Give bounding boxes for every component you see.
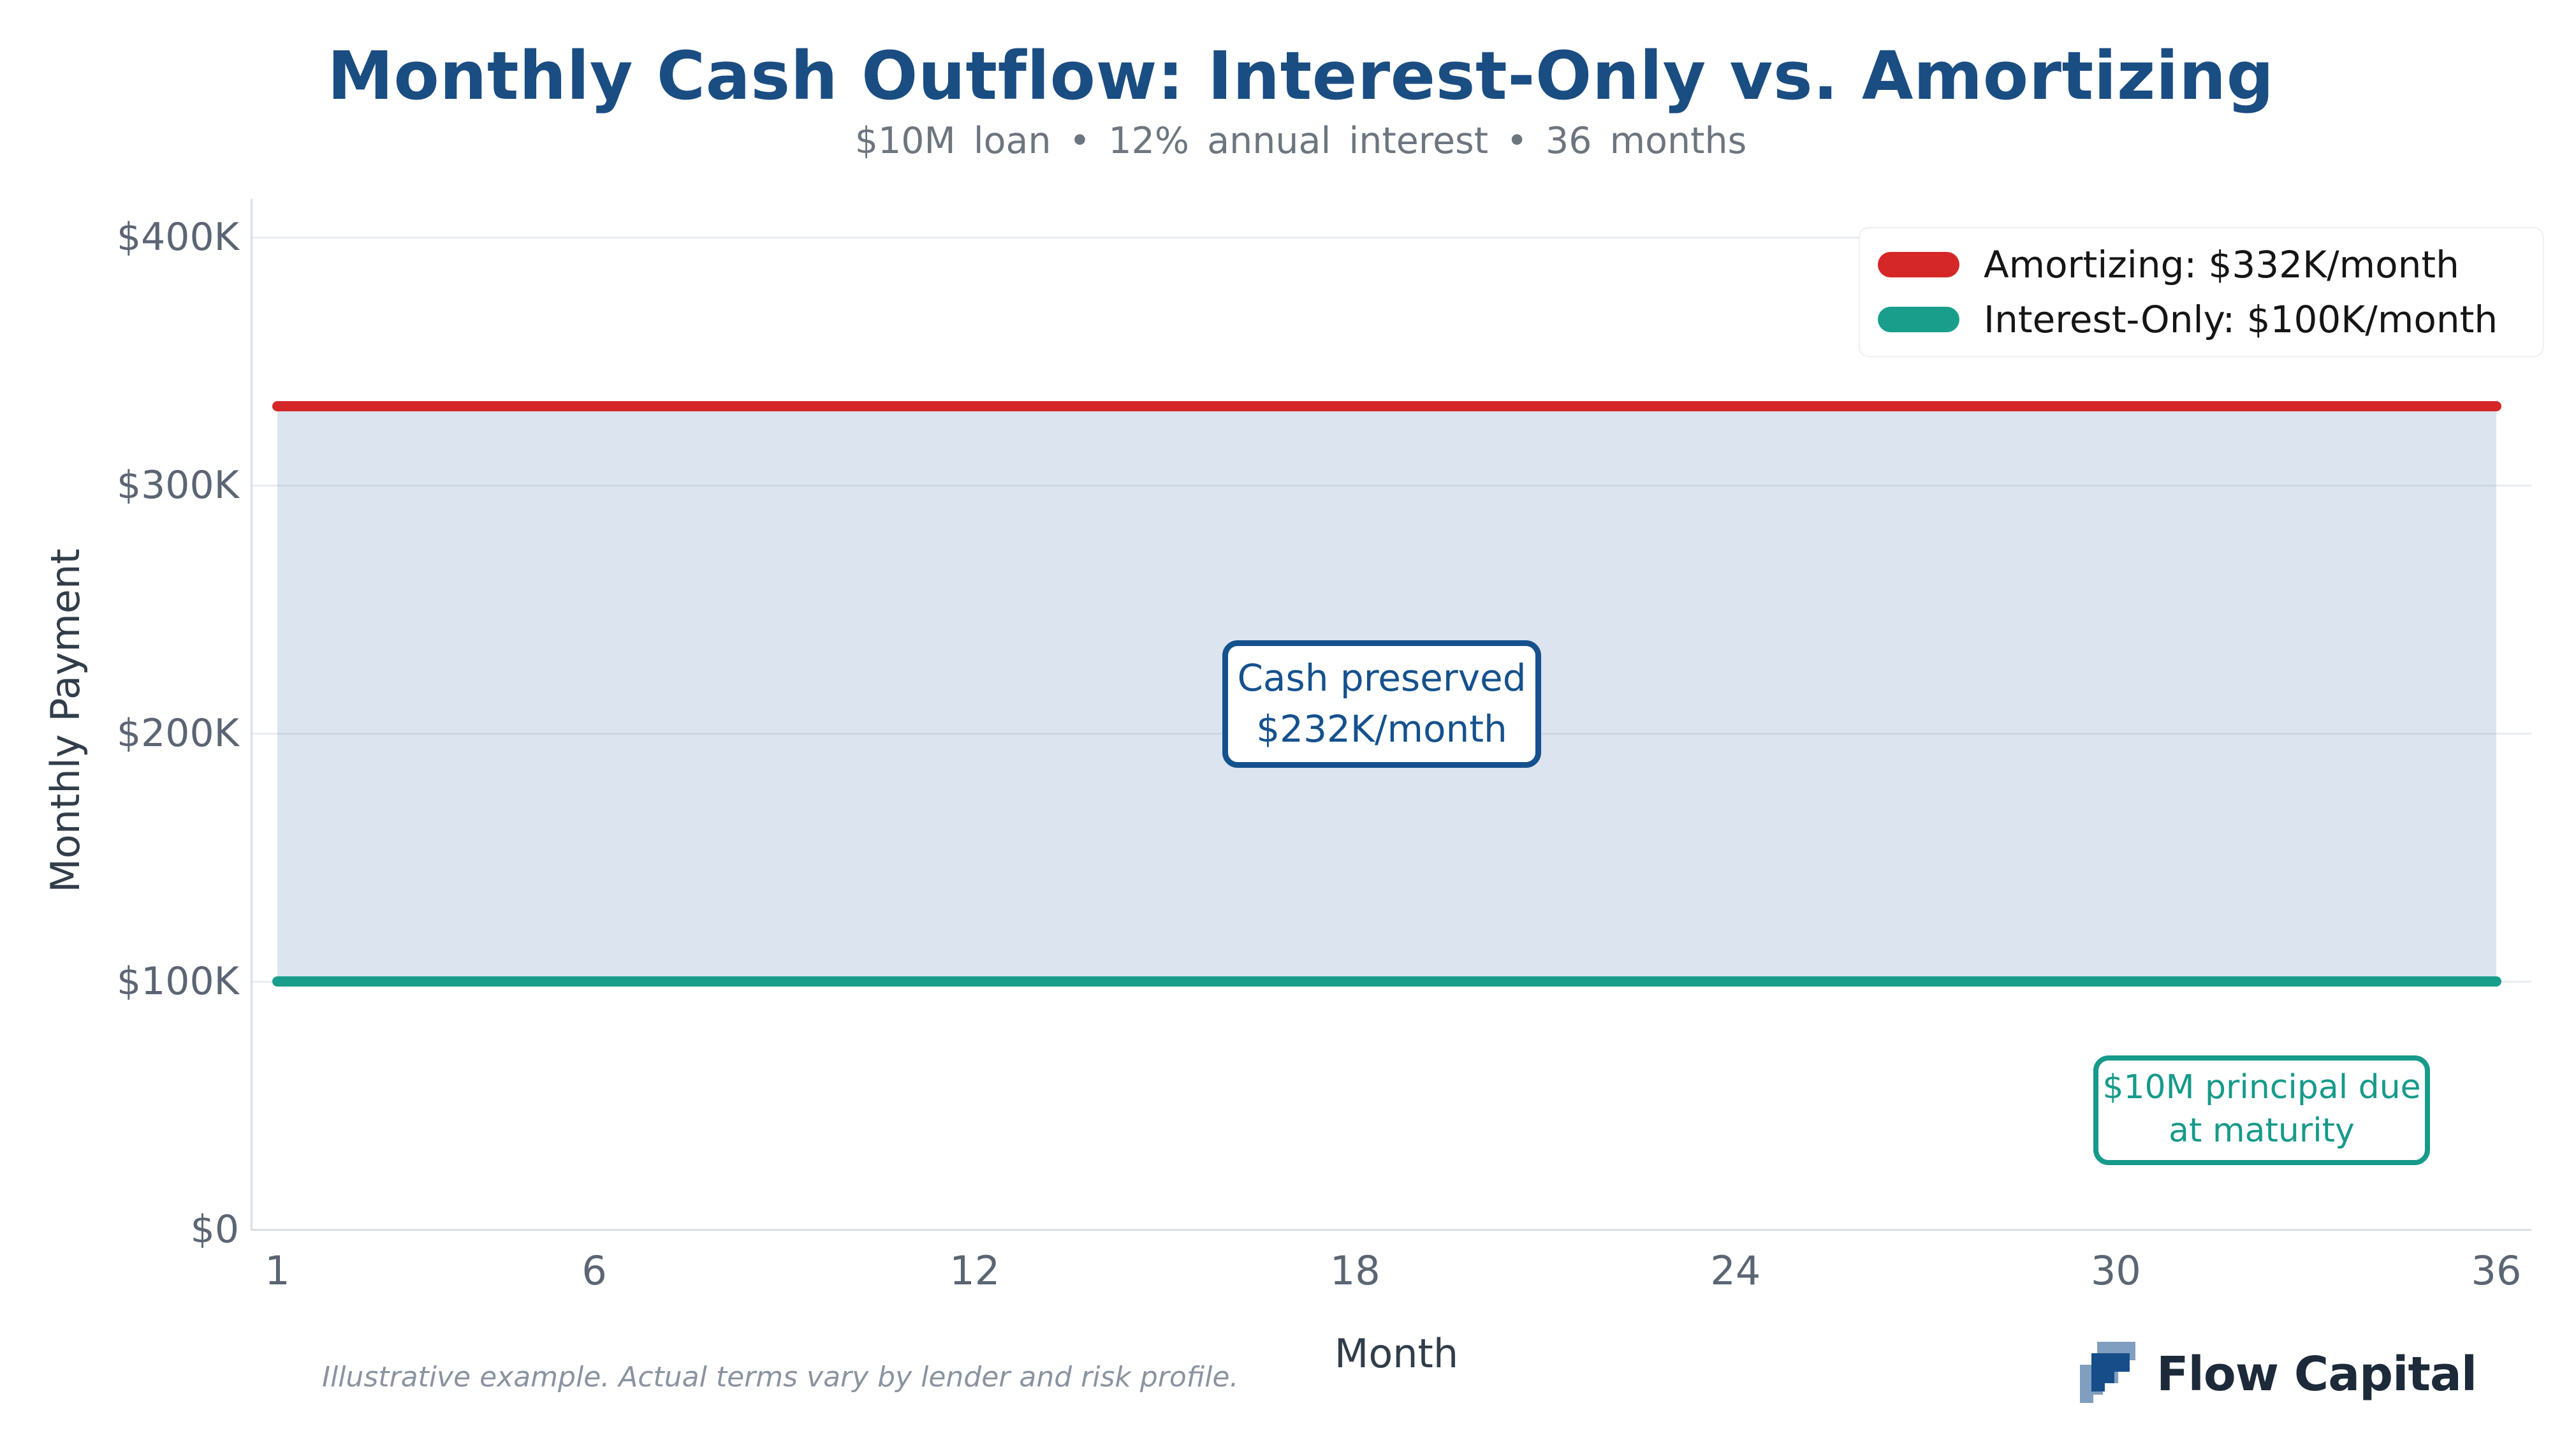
x-tick-label: 12 [949,1247,1000,1294]
cash-preserved-annotation: Cash preserved $232K/month [1222,640,1541,768]
legend: Amortizing: $332K/month Interest-Only: $1… [1859,227,2544,357]
brand-logo: Flow Capital [2077,1339,2536,1409]
x-tick-label: 30 [2090,1247,2141,1294]
y-tick-label: $100K [116,959,239,1004]
annotation-line: $10M principal due [2102,1068,2421,1106]
x-tick-label: 24 [1710,1247,1761,1294]
x-axis-title: Month [1334,1330,1459,1377]
legend-label: Amortizing: $332K/month [1984,243,2459,286]
x-tick-label: 1 [265,1247,290,1294]
annotation-line: $232K/month [1256,707,1507,751]
y-axis-title: Monthly Payment [42,548,89,893]
gridline-$300K [251,485,2531,487]
amortizing-line [272,400,2501,411]
brand-name: Flow Capital [2156,1347,2477,1402]
y-tick-label: $200K [116,711,239,756]
x-tick-label: 18 [1329,1247,1380,1294]
legend-label: Interest-Only: $100K/month [1984,298,2498,341]
interest-only-line [272,976,2501,987]
annotation-line: at maturity [2169,1112,2355,1150]
footer-disclaimer: Illustrative example. Actual terms vary … [322,1361,1239,1393]
y-tick-label: $300K [116,463,239,508]
chart-subtitle: $10M loan • 12% annual interest • 36 mon… [854,120,1747,162]
annotation-line: Cash preserved [1237,656,1526,700]
legend-item: Amortizing: $332K/month [1878,237,2525,292]
y-tick-label: $400K [116,215,239,260]
y-axis-spine [251,199,252,1231]
legend-swatch [1878,307,1959,332]
legend-swatch [1878,252,1959,277]
x-tick-label: 36 [2471,1247,2522,1294]
flow-capital-logo-icon [2080,1342,2135,1403]
x-tick-label: 6 [582,1247,607,1294]
x-axis-spine [251,1229,2531,1231]
gridline-$400K [251,237,2531,239]
chart-title: Monthly Cash Outflow: Interest-Only vs. … [327,37,2274,115]
legend-item: Interest-Only: $100K/month [1878,292,2525,347]
y-tick-label: $0 [190,1207,239,1252]
principal-due-annotation: $10M principal due at maturity [2093,1055,2430,1165]
